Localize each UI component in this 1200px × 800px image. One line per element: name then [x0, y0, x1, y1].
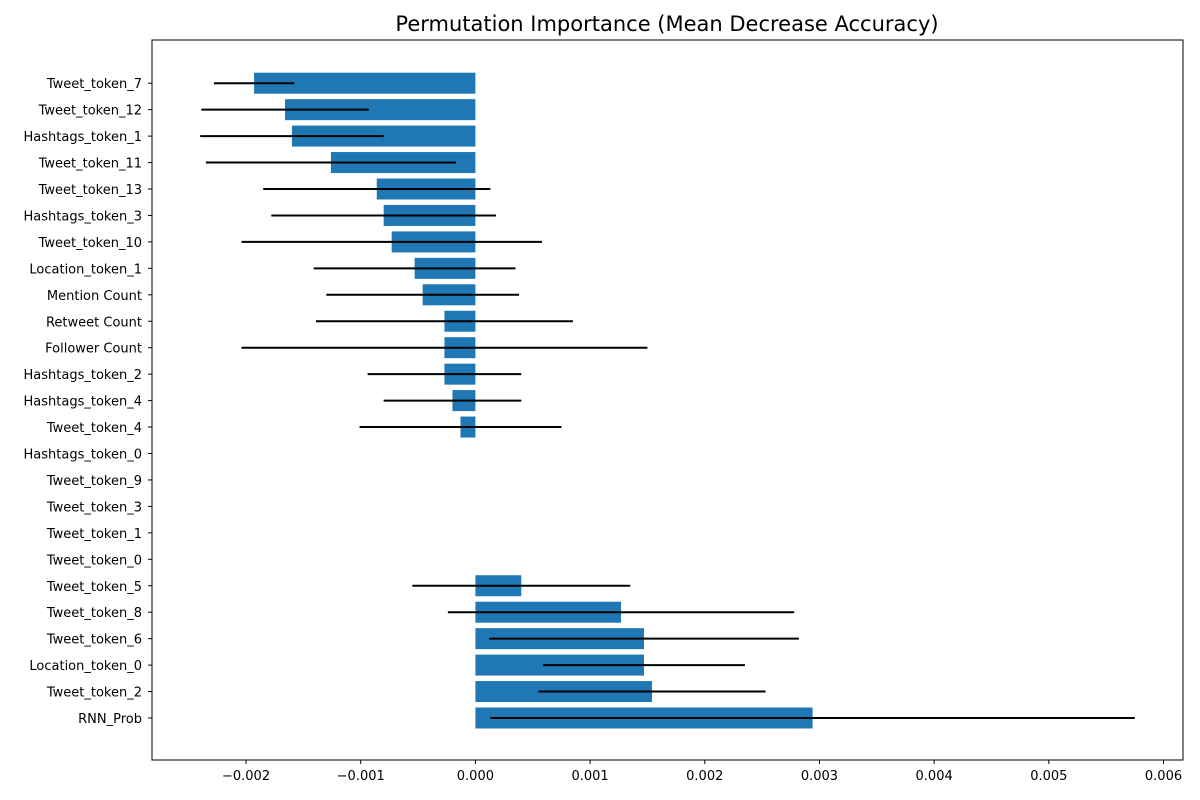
bar	[254, 72, 476, 94]
x-tick-label: −0.002	[222, 769, 270, 784]
y-tick-label: Mention Count	[47, 289, 142, 304]
y-tick-label: Tweet_token_5	[46, 580, 142, 595]
x-tick-label: −0.001	[337, 769, 385, 784]
y-tick-label: Tweet_token_9	[46, 474, 142, 489]
x-tick-label: 0.002	[686, 769, 723, 784]
y-tick-label: Tweet_token_1	[46, 527, 142, 542]
x-tick-label: 0.001	[571, 769, 608, 784]
y-tick-label: Tweet_token_2	[46, 686, 142, 701]
error-bars-layer	[200, 82, 1135, 719]
y-tick-label: RNN_Prob	[78, 712, 142, 727]
y-tick-label: Hashtags_token_3	[24, 209, 142, 224]
plot-frame	[151, 39, 1184, 761]
y-tick-label: Location_token_1	[29, 262, 142, 277]
x-tick-label: 0.000	[457, 769, 494, 784]
y-tick-label: Retweet Count	[46, 315, 142, 330]
y-tick-label: Hashtags_token_1	[24, 130, 142, 145]
y-tick-label: Tweet_token_12	[38, 104, 142, 119]
y-tick-label: Tweet_token_6	[46, 633, 142, 648]
y-tick-label: Tweet_token_8	[46, 606, 142, 621]
y-tick-label: Hashtags_token_4	[24, 395, 142, 410]
x-tick-label: 0.006	[1145, 769, 1182, 784]
x-tick-label: 0.003	[801, 769, 838, 784]
y-tick-label: Tweet_token_0	[46, 553, 142, 568]
chart-title: Permutation Importance (Mean Decrease Ac…	[395, 12, 938, 36]
y-tick-label: Tweet_token_4	[46, 421, 142, 436]
bar	[285, 99, 476, 121]
y-tick-label: Hashtags_token_2	[24, 368, 142, 383]
y-tick-label: Tweet_token_13	[38, 183, 142, 198]
x-axis: −0.002 −0.001 0.000 0.001 0.002 0.003 0.004 0.0…	[222, 760, 1182, 784]
y-tick-label: Tweet_token_3	[46, 500, 142, 515]
y-tick-label: Location_token_0	[29, 659, 142, 674]
y-tick-label: Follower Count	[45, 342, 142, 357]
y-tick-label: Tweet_token_10	[38, 236, 142, 251]
y-tick-label: Tweet_token_11	[38, 157, 142, 172]
x-tick-label: 0.005	[1030, 769, 1067, 784]
y-axis: RNN_Prob Tweet_token_2 Location_token_0 Twe…	[24, 77, 152, 727]
bars-layer	[254, 72, 813, 729]
x-tick-label: 0.004	[916, 769, 953, 784]
y-tick-label: Tweet_token_7	[46, 77, 142, 92]
y-tick-label: Hashtags_token_0	[24, 448, 142, 463]
